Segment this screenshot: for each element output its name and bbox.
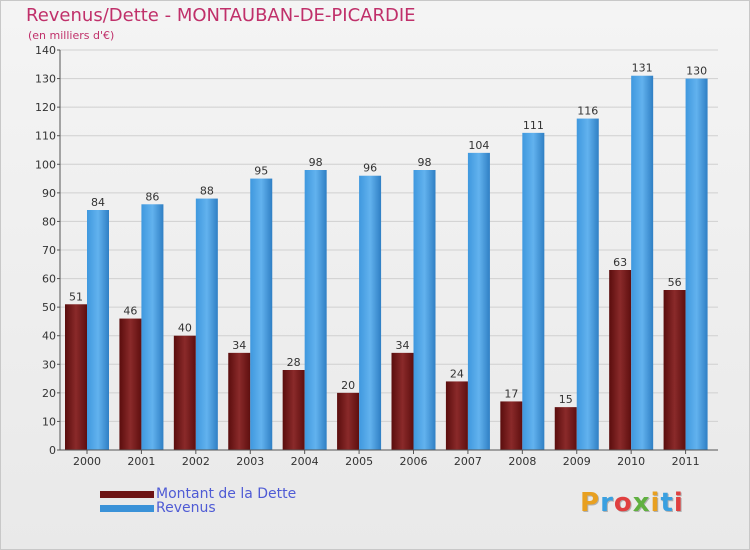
legend-item-dette: Montant de la Dette	[100, 486, 297, 502]
bar-revenus	[141, 204, 164, 450]
data-label-revenus: 104	[468, 139, 489, 152]
bar-dette	[282, 370, 305, 450]
y-tick-label: 40	[42, 330, 56, 343]
bar-dette	[609, 270, 632, 450]
data-label-revenus: 86	[145, 190, 159, 203]
x-tick-label: 2002	[182, 455, 210, 468]
x-tick-label: 2000	[73, 455, 101, 468]
x-tick-label: 2001	[127, 455, 155, 468]
logo-letter: x	[632, 488, 651, 518]
legend-swatch-revenus	[100, 504, 154, 512]
data-label-dette: 34	[396, 339, 410, 352]
bar-dette	[554, 407, 577, 450]
x-tick-label: 2006	[400, 455, 428, 468]
data-label-dette: 56	[668, 276, 682, 289]
data-label-dette: 17	[504, 387, 518, 400]
x-tick-label: 2007	[454, 455, 482, 468]
y-tick-label: 10	[42, 415, 56, 428]
y-tick-label: 140	[35, 44, 56, 57]
x-tick-label: 2003	[236, 455, 264, 468]
logo-letter: r	[600, 488, 614, 518]
bar-revenus	[413, 170, 436, 450]
data-label-dette: 34	[232, 339, 246, 352]
legend-label-revenus: Revenus	[156, 500, 216, 516]
y-tick-label: 30	[42, 358, 56, 371]
axes	[57, 49, 718, 454]
data-label-dette: 40	[178, 322, 192, 335]
data-label-dette: 46	[123, 305, 137, 318]
bar-dette	[65, 304, 87, 450]
bar-dette	[663, 290, 686, 450]
y-tick-label: 90	[42, 187, 56, 200]
y-tick-label: 110	[35, 130, 56, 143]
bar-dette	[173, 335, 196, 450]
chart-subtitle: (en milliers d'€)	[28, 29, 115, 42]
logo-letter: i	[650, 488, 661, 518]
data-label-revenus: 130	[686, 65, 707, 78]
bar-dette	[445, 381, 468, 450]
bar-revenus	[522, 132, 545, 450]
data-label-dette: 20	[341, 379, 355, 392]
y-tick-label: 120	[35, 101, 56, 114]
legend-label-dette: Montant de la Dette	[156, 486, 297, 502]
bar-revenus	[87, 210, 109, 450]
data-label-revenus: 96	[363, 162, 377, 175]
legend-swatch-dette	[100, 490, 154, 498]
y-tick-label: 60	[42, 273, 56, 286]
bars	[65, 75, 708, 451]
x-tick-label: 2009	[563, 455, 591, 468]
data-label-revenus: 131	[632, 62, 653, 75]
bar-revenus	[631, 75, 654, 450]
data-label-dette: 28	[287, 356, 301, 369]
data-label-revenus: 95	[254, 165, 268, 178]
y-tick-label: 70	[42, 244, 56, 257]
logo-letter: i	[673, 488, 684, 518]
bar-revenus	[359, 175, 382, 450]
bar-dette	[119, 318, 142, 450]
data-label-revenus: 88	[200, 185, 214, 198]
logo-letter: t	[660, 488, 674, 518]
labels: 0 10 20 30 40 50 60 70 80 90 100 110 120 130 140 51 84 20…	[35, 44, 707, 468]
x-tick-label: 2011	[672, 455, 700, 468]
legend-item-revenus: Revenus	[100, 500, 216, 516]
data-label-revenus: 98	[418, 156, 432, 169]
bar-revenus	[685, 78, 708, 451]
bar-dette	[337, 392, 360, 450]
y-tick-label: 0	[49, 444, 56, 457]
chart-title: Revenus/Dette - MONTAUBAN-DE-PICARDIE	[26, 5, 416, 26]
proxiti-logo: Proxiti	[580, 488, 684, 518]
bar-revenus	[304, 170, 327, 450]
bar-dette	[228, 352, 251, 450]
data-label-revenus: 98	[309, 156, 323, 169]
gridlines	[60, 49, 718, 451]
data-label-dette: 15	[559, 393, 573, 406]
data-label-revenus: 116	[577, 105, 598, 118]
bar-dette	[391, 352, 414, 450]
data-label-revenus: 84	[91, 196, 105, 209]
bar-dette	[500, 401, 523, 450]
data-label-revenus: 111	[523, 119, 544, 132]
x-tick-label: 2010	[617, 455, 645, 468]
data-label-dette: 24	[450, 367, 464, 380]
x-tick-label: 2004	[291, 455, 319, 468]
logo-letter: P	[580, 488, 601, 518]
data-label-dette: 63	[613, 256, 627, 269]
y-tick-label: 130	[35, 73, 56, 86]
y-tick-label: 100	[35, 158, 56, 171]
bar-revenus	[250, 178, 273, 451]
logo-letter: o	[613, 488, 633, 518]
bar-revenus	[195, 198, 218, 450]
data-label-dette: 51	[69, 290, 83, 303]
y-tick-label: 80	[42, 215, 56, 228]
bar-revenus	[576, 118, 599, 451]
bar-revenus	[467, 152, 490, 450]
y-tick-label: 20	[42, 387, 56, 400]
y-tick-label: 50	[42, 301, 56, 314]
x-tick-label: 2005	[345, 455, 373, 468]
x-tick-label: 2008	[508, 455, 536, 468]
